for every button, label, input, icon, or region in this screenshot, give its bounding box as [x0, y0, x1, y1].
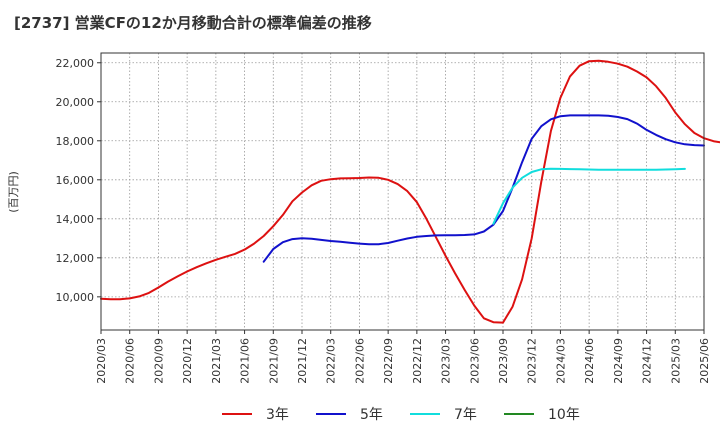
x-tick-label: 2022/06: [353, 338, 366, 384]
legend: 3年 5年 7年 10年: [222, 407, 580, 423]
grid-layer: [100, 53, 705, 330]
legend-label-3: 10年: [548, 407, 580, 423]
y-tick-label: 12,000: [56, 252, 95, 265]
x-tick-label: 2023/06: [468, 338, 481, 384]
y-tick-label: 14,000: [56, 213, 95, 226]
x-tick-label: 2024/06: [583, 338, 596, 384]
y-tick-label: 16,000: [56, 174, 95, 187]
plot-frame: [100, 52, 705, 331]
x-tick-label: 2020/03: [95, 338, 108, 384]
x-tick-label: 2024/09: [612, 338, 625, 384]
x-axis-ticks: 2020/03 2020/06 2020/09 2020/12 2021/03 2021/…: [95, 330, 711, 384]
y-axis-label: (百万円): [7, 171, 20, 213]
x-tick-label: 2023/12: [526, 338, 539, 384]
legend-label-2: 7年: [454, 407, 477, 423]
x-tick-label: 2024/12: [641, 338, 654, 384]
x-tick-label: 2023/03: [440, 338, 453, 384]
x-tick-label: 2021/06: [239, 338, 252, 384]
series-line-2: [492, 167, 686, 225]
x-tick-label: 2020/12: [181, 338, 194, 384]
x-tick-label: 2022/09: [382, 338, 395, 384]
x-tick-label: 2021/03: [210, 338, 223, 384]
y-axis-ticks: 10,000 12,000 14,000 16,000 18,000 20,000 22,0…: [56, 57, 101, 304]
x-tick-label: 2021/09: [267, 338, 280, 384]
legend-label-1: 5年: [360, 407, 383, 423]
x-tick-label: 2025/03: [669, 338, 682, 384]
x-tick-label: 2022/12: [411, 338, 424, 384]
y-tick-label: 18,000: [56, 135, 95, 148]
y-tick-label: 10,000: [56, 291, 95, 304]
chart-title: [2737] 営業CFの12か月移動合計の標準偏差の推移: [14, 14, 372, 32]
y-tick-label: 20,000: [56, 96, 95, 109]
series-line-0: [100, 59, 720, 324]
y-tick-label: 22,000: [56, 57, 95, 70]
x-tick-label: 2025/06: [698, 338, 711, 384]
x-tick-label: 2020/09: [152, 338, 165, 384]
legend-label-0: 3年: [266, 407, 289, 423]
x-tick-label: 2022/03: [325, 338, 338, 384]
x-tick-label: 2021/12: [296, 338, 309, 384]
series-line-1: [262, 114, 705, 263]
series-layer: [100, 59, 720, 324]
x-tick-label: 2020/06: [124, 338, 137, 384]
x-tick-label: 2023/09: [497, 338, 510, 384]
x-tick-label: 2024/03: [554, 338, 567, 384]
